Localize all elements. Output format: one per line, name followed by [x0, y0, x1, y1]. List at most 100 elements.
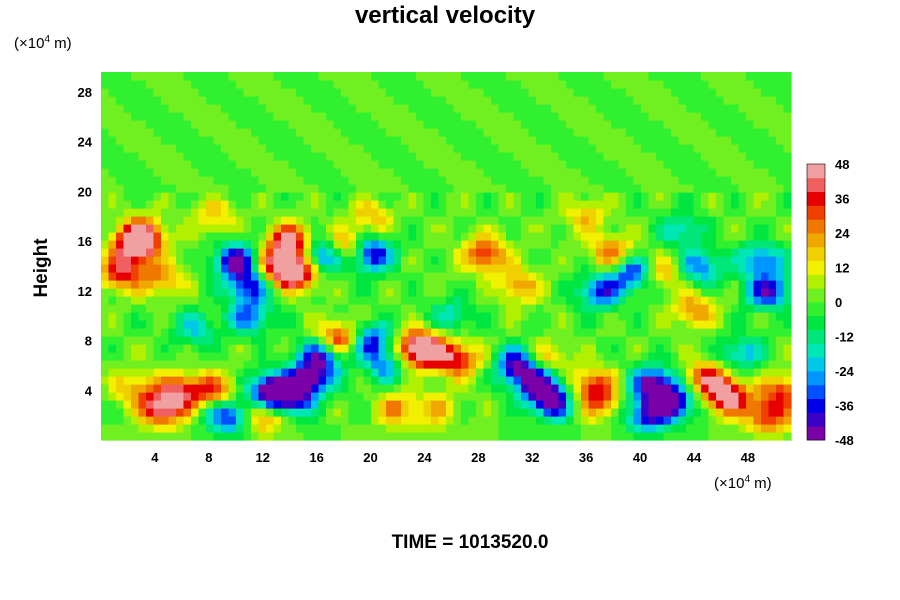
heatmap-cell — [341, 416, 350, 425]
heatmap-cell — [588, 224, 597, 233]
heatmap-cell — [168, 312, 177, 321]
heatmap-cell — [678, 168, 687, 177]
heatmap-cell — [558, 280, 567, 289]
heatmap-cell — [468, 416, 477, 425]
heatmap-cell — [431, 360, 440, 369]
heatmap-cell — [731, 360, 740, 369]
heatmap-cell — [588, 400, 597, 409]
heatmap-cell — [108, 360, 117, 369]
heatmap-cell — [318, 432, 327, 441]
heatmap-cell — [731, 216, 740, 225]
heatmap-cell — [536, 408, 545, 417]
heatmap-cell — [123, 320, 132, 329]
heatmap-cell — [746, 80, 755, 89]
heatmap-cell — [206, 320, 215, 329]
heatmap-cell — [228, 280, 237, 289]
heatmap-cell — [423, 392, 432, 401]
heatmap-cell — [446, 240, 455, 249]
heatmap-cell — [243, 168, 252, 177]
heatmap-cell — [543, 104, 552, 113]
heatmap-cell — [536, 376, 545, 385]
heatmap-cell — [618, 384, 627, 393]
heatmap-cell — [731, 240, 740, 249]
heatmap-cell — [708, 280, 717, 289]
heatmap-cell — [716, 96, 725, 105]
heatmap-cell — [333, 208, 342, 217]
heatmap-cell — [431, 392, 440, 401]
heatmap-cell — [213, 176, 222, 185]
heatmap-cell — [776, 208, 785, 217]
heatmap-cell — [198, 128, 207, 137]
heatmap-cell — [693, 304, 702, 313]
heatmap-cell — [333, 376, 342, 385]
heatmap-cell — [491, 304, 500, 313]
heatmap-cell — [701, 408, 710, 417]
heatmap-cell — [588, 312, 597, 321]
heatmap-cell — [393, 184, 402, 193]
heatmap-cell — [506, 304, 515, 313]
heatmap-cell — [566, 144, 575, 153]
heatmap-cell — [701, 80, 710, 89]
heatmap-cell — [656, 168, 665, 177]
heatmap-cell — [761, 128, 770, 137]
heatmap-cell — [671, 248, 680, 257]
heatmap-cell — [363, 368, 372, 377]
heatmap-cell — [236, 368, 245, 377]
heatmap-cell — [138, 208, 147, 217]
heatmap-cell — [386, 280, 395, 289]
heatmap-cell — [296, 312, 305, 321]
heatmap-cell — [603, 176, 612, 185]
heatmap-cell — [626, 360, 635, 369]
heatmap-cell — [123, 272, 132, 281]
heatmap-cell — [296, 264, 305, 273]
heatmap-cell — [326, 208, 335, 217]
heatmap-cell — [221, 160, 230, 169]
heatmap-cell — [101, 432, 110, 441]
heatmap-cell — [476, 416, 485, 425]
heatmap-cell — [633, 176, 642, 185]
heatmap-cell — [528, 192, 537, 201]
heatmap-cell — [123, 432, 132, 441]
heatmap-cell — [168, 208, 177, 217]
heatmap-cell — [761, 216, 770, 225]
heatmap-cell — [161, 248, 170, 257]
heatmap-cell — [371, 344, 380, 353]
heatmap-cell — [716, 112, 725, 121]
heatmap-cell — [633, 168, 642, 177]
heatmap-cell — [686, 144, 695, 153]
heatmap-cell — [558, 224, 567, 233]
heatmap-cell — [618, 264, 627, 273]
heatmap-cell — [558, 296, 567, 305]
heatmap-cell — [386, 296, 395, 305]
heatmap-cell — [461, 256, 470, 265]
heatmap-cell — [753, 232, 762, 241]
heatmap-cell — [746, 336, 755, 345]
heatmap-cell — [528, 176, 537, 185]
heatmap-cell — [498, 160, 507, 169]
heatmap-cell — [423, 312, 432, 321]
heatmap-cell — [618, 280, 627, 289]
heatmap-cell — [581, 136, 590, 145]
heatmap-cell — [311, 296, 320, 305]
heatmap-cell — [393, 264, 402, 273]
heatmap-cell — [183, 184, 192, 193]
heatmap-cell — [783, 400, 792, 409]
heatmap-cell — [663, 336, 672, 345]
heatmap-cell — [626, 272, 635, 281]
heatmap-cell — [708, 160, 717, 169]
heatmap-cell — [753, 264, 762, 273]
heatmap-cell — [183, 288, 192, 297]
heatmap-cell — [393, 176, 402, 185]
heatmap-cell — [446, 336, 455, 345]
heatmap-cell — [536, 352, 545, 361]
heatmap-cell — [731, 296, 740, 305]
heatmap-cell — [783, 112, 792, 121]
heatmap-cell — [581, 200, 590, 209]
heatmap-cell — [611, 376, 620, 385]
heatmap-cell — [776, 296, 785, 305]
heatmap-cell — [513, 72, 522, 81]
heatmap-cell — [101, 88, 110, 97]
heatmap-cell — [671, 160, 680, 169]
heatmap-cell — [521, 232, 530, 241]
heatmap-cell — [378, 288, 387, 297]
